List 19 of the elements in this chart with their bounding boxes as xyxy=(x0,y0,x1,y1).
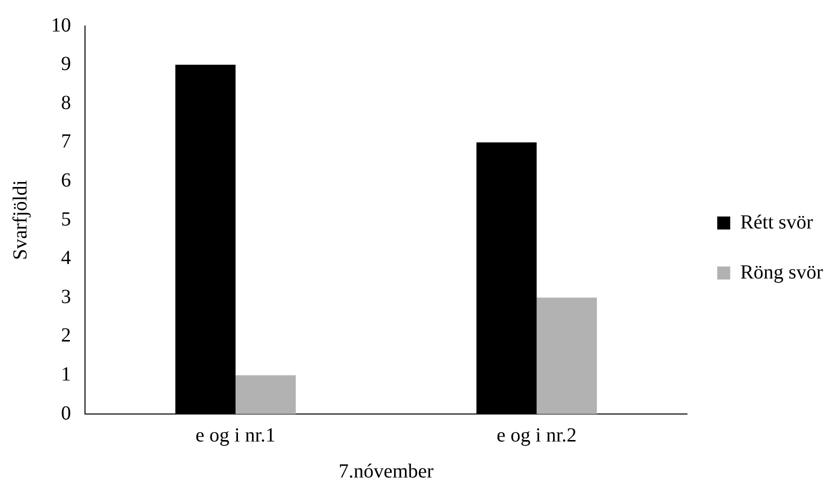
y-tick-label: 5 xyxy=(61,208,71,230)
x-tick-label: e og i nr.1 xyxy=(196,424,276,446)
y-tick-label: 8 xyxy=(61,92,71,114)
y-tick-label: 3 xyxy=(61,286,71,308)
y-tick-label: 1 xyxy=(61,363,71,386)
legend-label: Rétt svör xyxy=(740,211,814,234)
y-tick-label: 2 xyxy=(61,324,71,347)
y-tick-label: 6 xyxy=(61,169,71,192)
bar xyxy=(536,298,597,414)
x-tick-label: e og i nr.2 xyxy=(496,424,577,446)
y-tick-label: 9 xyxy=(61,53,71,76)
y-axis-title: Svarfjöldi xyxy=(9,180,32,260)
y-tick-label: 0 xyxy=(61,402,71,424)
y-tick-label: 4 xyxy=(61,247,71,270)
y-tick-label: 7 xyxy=(61,130,71,153)
legend-label: Röng svör xyxy=(740,261,824,284)
bar xyxy=(236,375,296,414)
y-tick-label: 10 xyxy=(51,14,71,36)
x-axis-title: 7.nóvember xyxy=(338,460,434,482)
